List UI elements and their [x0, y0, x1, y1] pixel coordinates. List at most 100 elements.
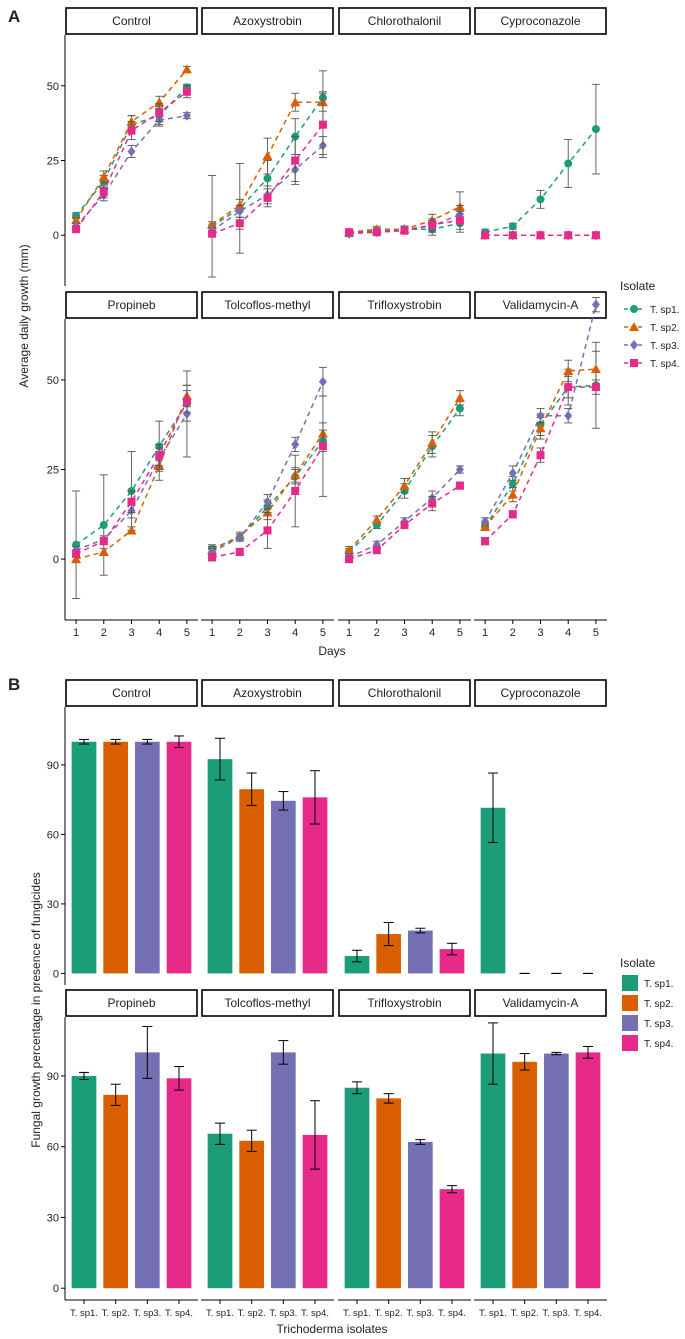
x-tick-label: 3 — [537, 627, 543, 639]
series-4 — [208, 91, 327, 238]
facet-title: Control — [112, 14, 151, 28]
x-tick-label: T. sp3. — [269, 1308, 297, 1319]
facet-b-azoxystrobin: Azoxystrobin — [201, 679, 334, 974]
x-tick-label: 4 — [292, 627, 298, 639]
x-tick-label: 5 — [457, 627, 463, 639]
data-point — [536, 195, 545, 204]
data-point — [508, 231, 517, 240]
data-point — [291, 487, 300, 495]
bar — [103, 1094, 129, 1289]
bar — [543, 1053, 569, 1289]
data-point — [455, 216, 464, 225]
y-tick-label: 25 — [47, 156, 59, 168]
panel-b: B Trichoderma isolates Fungal growth perce… — [8, 675, 607, 1336]
legend-swatch — [622, 1015, 638, 1031]
facet-strip — [65, 989, 198, 1017]
facet-a-cyproconazole: Cyproconazole — [474, 7, 607, 241]
facet-strip — [338, 679, 471, 707]
facet-title: Azoxystrobin — [233, 686, 302, 700]
x-tick-label: 1 — [346, 627, 352, 639]
legend-marker — [630, 340, 638, 350]
facet-strip — [201, 7, 334, 35]
series-2 — [207, 92, 328, 229]
data-point — [563, 365, 574, 375]
data-point — [181, 64, 192, 74]
data-point — [371, 514, 382, 524]
bar — [407, 930, 433, 974]
data-point — [428, 220, 437, 229]
legend-a: Isolate T. sp1. T. sp2. T. sp3. T. sp4. — [620, 279, 679, 370]
x-tick-label: 3 — [401, 627, 407, 639]
facet-title: Azoxystrobin — [233, 14, 302, 28]
data-point — [182, 408, 191, 419]
series-line — [484, 384, 596, 528]
legend-label-b: T. sp3. — [644, 1019, 673, 1030]
y-tick-label: 90 — [47, 1071, 59, 1083]
facet-strip — [474, 679, 607, 707]
data-point — [508, 479, 517, 488]
data-point — [564, 410, 573, 421]
series-3 — [208, 366, 327, 557]
data-point — [318, 120, 327, 129]
bar — [512, 1061, 538, 1289]
facet-b-tolcoflos-methyl: Tolcoflos-methyl T. sp1. T. sp2. T. sp3. T. … — [201, 989, 334, 1319]
facet-strip — [474, 989, 607, 1017]
legend-label-b: T. sp2. — [644, 999, 673, 1010]
data-point — [127, 146, 136, 157]
facet-strip — [338, 989, 471, 1017]
bar — [166, 741, 192, 974]
bar — [207, 759, 233, 974]
y-tick-label: 50 — [47, 375, 59, 387]
data-point — [591, 383, 600, 392]
x-tick-label: 5 — [320, 627, 326, 639]
x-tick-label: T. sp4. — [165, 1308, 193, 1319]
data-point — [564, 159, 573, 168]
legend-label-a: T. sp1. — [650, 305, 679, 316]
x-tick-label: 5 — [593, 627, 599, 639]
facet-title: Tolcoflos-methyl — [224, 996, 310, 1010]
data-point — [127, 126, 136, 135]
data-point — [263, 526, 272, 535]
series-line — [484, 128, 597, 233]
facet-a-chlorothalonil: Chlorothalonil — [338, 7, 471, 239]
legend-title-a: Isolate — [620, 279, 656, 293]
data-point — [126, 116, 137, 126]
series-line — [75, 413, 188, 551]
x-tick-label: T. sp3. — [542, 1308, 570, 1319]
bar — [134, 1052, 160, 1289]
data-point — [235, 219, 244, 228]
facet-title: Validamycin-A — [503, 996, 579, 1010]
data-point — [400, 521, 409, 530]
legend-swatch — [622, 1035, 638, 1051]
bar — [270, 800, 296, 974]
data-point — [98, 546, 109, 556]
data-point — [372, 546, 381, 555]
facet-strip — [201, 291, 334, 319]
data-point — [372, 228, 381, 237]
data-point — [454, 392, 465, 402]
x-tick-label: 4 — [429, 627, 435, 639]
y-tick-label: 30 — [47, 1212, 59, 1224]
x-tick-label: T. sp4. — [574, 1308, 602, 1319]
series-line — [75, 86, 188, 217]
data-point — [427, 437, 438, 447]
series-3 — [481, 297, 600, 527]
series-4 — [345, 210, 464, 237]
series-4 — [72, 390, 191, 558]
data-point — [291, 439, 300, 450]
data-point — [262, 507, 273, 517]
data-point — [345, 555, 354, 564]
data-point — [481, 231, 490, 240]
series-2 — [480, 350, 601, 531]
data-point — [182, 87, 191, 96]
y-tick-label: 30 — [47, 899, 59, 911]
bar — [239, 789, 265, 974]
bar — [575, 1052, 601, 1289]
data-point — [291, 156, 300, 165]
data-point — [155, 108, 164, 117]
facet-title: Propineb — [107, 298, 155, 312]
x-tick-label: T. sp1. — [206, 1308, 234, 1319]
bar — [71, 741, 97, 974]
data-point — [508, 510, 517, 519]
